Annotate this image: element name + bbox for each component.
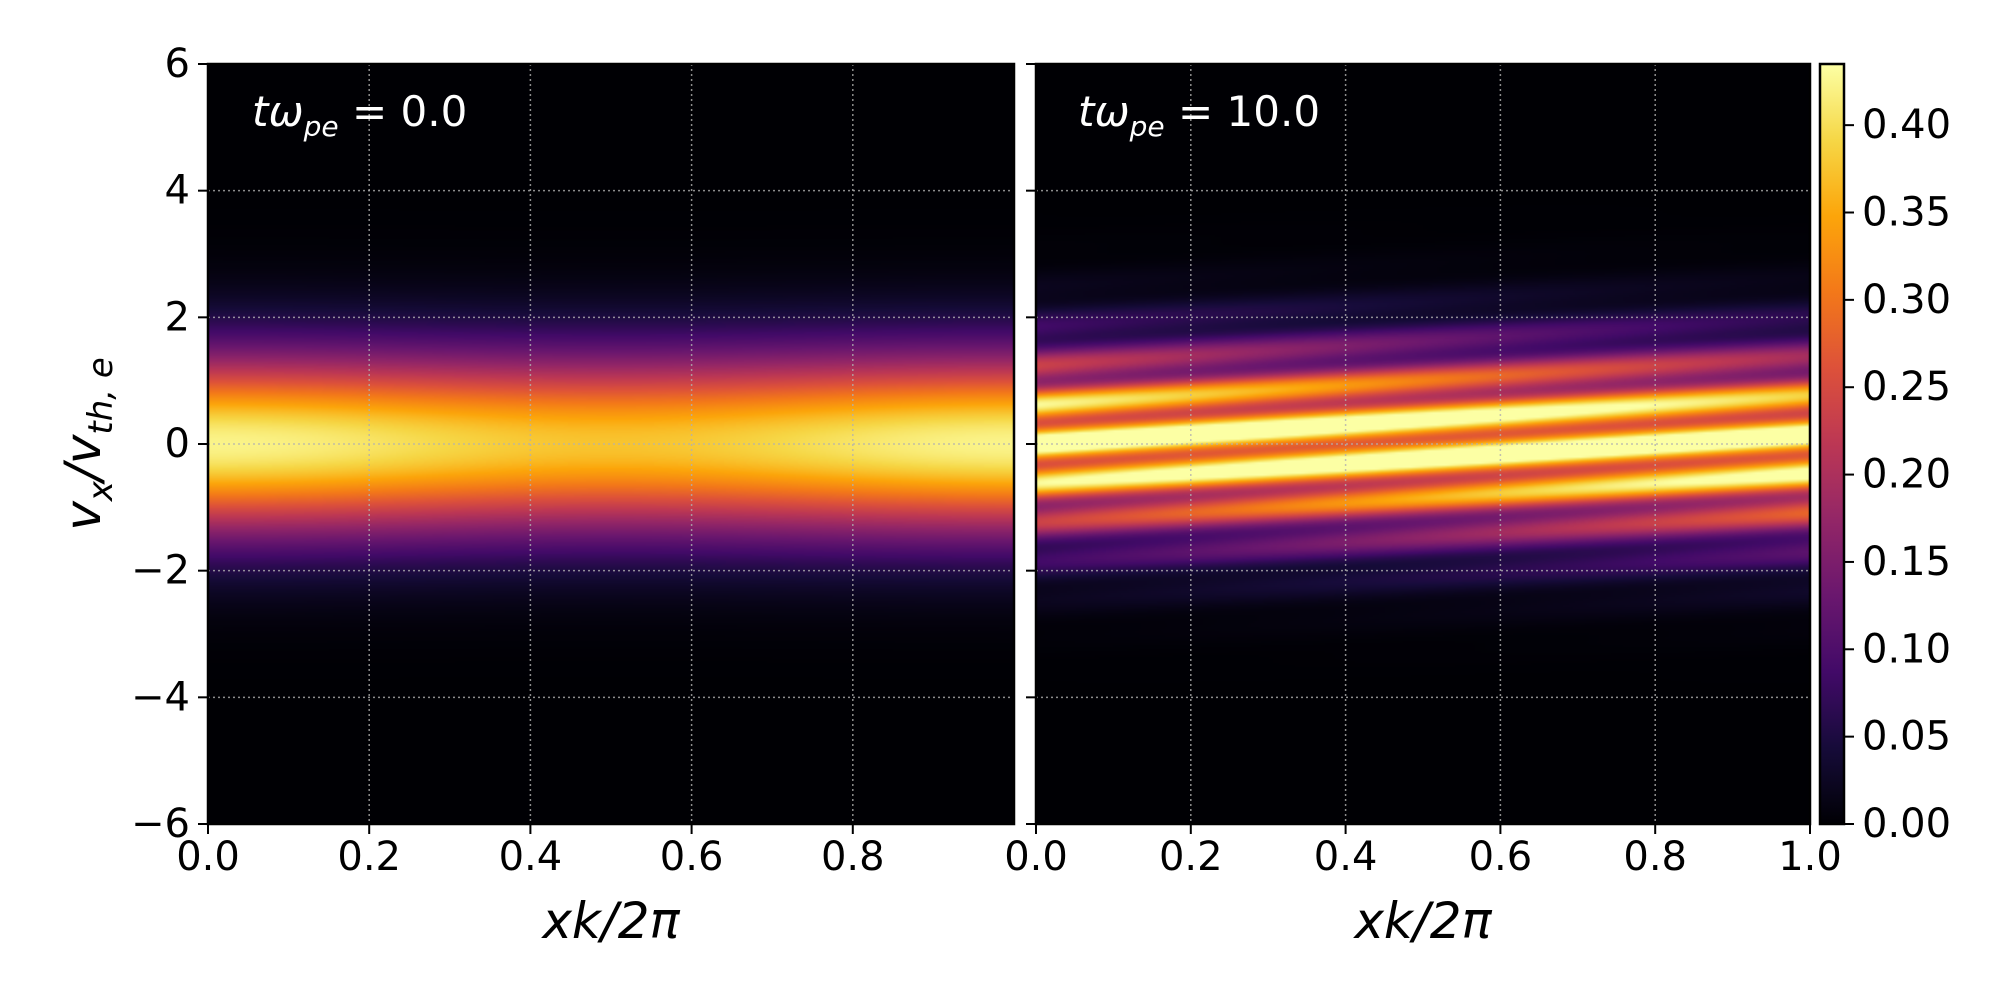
left-grid: [208, 64, 1014, 824]
colorbar: 0.00 0.05 0.10 0.15 0.20 0.25 0.30 0.35 0.40: [1818, 62, 1951, 847]
right-ticks: 0.0 0.2 0.4 0.6 0.8 1.0: [1004, 63, 1842, 880]
right-xtick-label: 0.0: [1004, 834, 1068, 880]
left-xtick-label: 0.2: [337, 834, 401, 880]
left-xtick-label: 0.0: [176, 834, 240, 880]
left-ytick-label: 2: [165, 294, 190, 340]
colorbar-tick-label: 0.35: [1862, 190, 1951, 236]
left-ytick-label: 0: [165, 421, 190, 467]
right-xlabel: xk/2π: [1352, 892, 1492, 950]
left-xtick-label: 0.6: [660, 834, 724, 880]
right-xtick-label: 0.4: [1314, 834, 1378, 880]
right-annotation: tωpe = 10.0: [1078, 87, 1320, 143]
colorbar-tick-label: 0.25: [1862, 364, 1951, 410]
left-ytick-label: −4: [131, 674, 190, 720]
left-ytick-label: 6: [165, 41, 190, 87]
colorbar-tick-label: 0.15: [1862, 539, 1951, 585]
right-xtick-label: 0.8: [1623, 834, 1687, 880]
left-xtick-label: 0.4: [499, 834, 563, 880]
ylabel: vx/vth, e: [54, 357, 121, 531]
colorbar-tick-label: 0.30: [1862, 277, 1951, 323]
left-xtick-label: 0.8: [821, 834, 885, 880]
left-annotation: tωpe = 0.0: [252, 87, 467, 143]
right-panel: 0.0 0.2 0.4 0.6 0.8 1.0 tωpe = 10.0 xk/2π: [1004, 62, 1842, 950]
colorbar-tick-label: 0.10: [1862, 626, 1951, 672]
colorbar-tick-label: 0.05: [1862, 714, 1951, 760]
colorbar-tick-label: 0.40: [1862, 102, 1951, 148]
colorbar-frame: [1818, 62, 1846, 826]
left-xlabel: xk/2π: [540, 892, 680, 950]
colorbar-ticks: 0.00 0.05 0.10 0.15 0.20 0.25 0.30 0.35 0.40: [1844, 102, 1951, 847]
right-xtick-label: 1.0: [1778, 834, 1842, 880]
left-panel: 0.0 0.2 0.4 0.6 0.8 −6 −4 −2 0 2 4 6 tωpe = 0.0 xk/…: [54, 41, 1016, 950]
left-ytick-label: 4: [165, 168, 190, 214]
right-grid: [1036, 64, 1810, 824]
colorbar-tick-label: 0.20: [1862, 452, 1951, 498]
right-xtick-label: 0.2: [1159, 834, 1223, 880]
colorbar-gradient: [1820, 64, 1844, 824]
left-ytick-label: −6: [131, 801, 190, 847]
left-ticks: 0.0 0.2 0.4 0.6 0.8 −6 −4 −2 0 2 4 6: [131, 41, 885, 880]
colorbar-tick-label: 0.00: [1862, 801, 1951, 847]
right-xtick-label: 0.6: [1469, 834, 1533, 880]
left-ytick-label: −2: [131, 548, 190, 594]
